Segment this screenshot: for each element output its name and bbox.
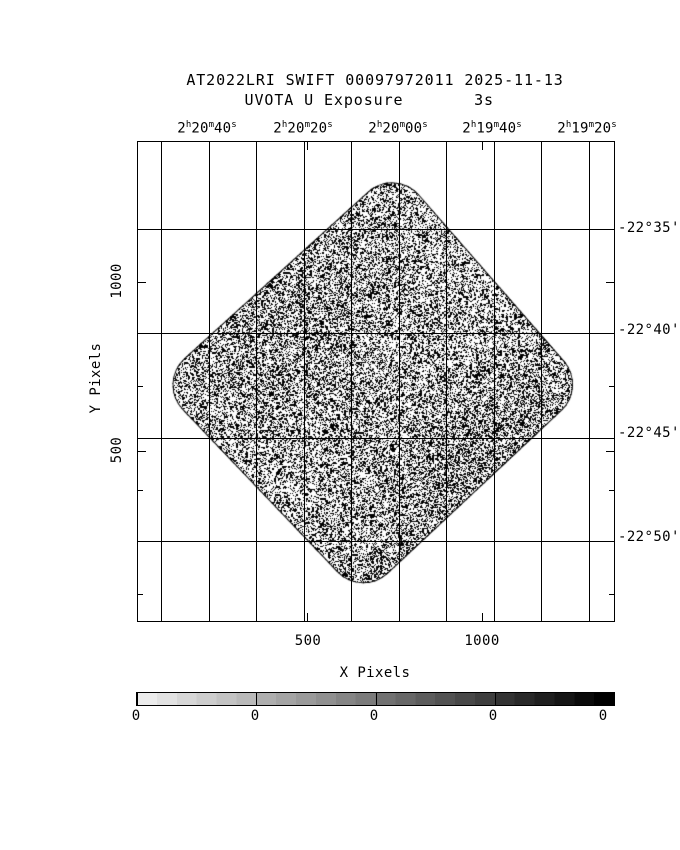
plot-title: AT2022LRI SWIFT 00097972011 2025-11-13 [186,71,564,89]
x-axis-tick-label: 500 [294,633,322,649]
plot-subtitle: UVOTA U Exposure [244,91,404,109]
top-axis-tick-label: 2h20m00s [368,120,428,137]
dec-tick-label: -22°45'0 [618,425,680,441]
top-axis-tick-label: 2h20m20s [273,120,333,137]
x-axis-tick-label: 1000 [464,633,500,649]
dec-tick-label: -22°35'0 [618,220,680,236]
colorbar-tick-label: 0 [598,708,608,724]
exposure-time-label: 3s [474,91,494,109]
y-axis-title: Y Pixels [88,342,104,414]
colorbar [136,692,615,706]
colorbar-tick-label: 0 [250,708,260,724]
top-axis-tick-label: 2h19m40s [462,120,522,137]
y-axis-tick-label: 500 [109,436,125,464]
dec-tick-label: -22°50'0 [618,529,680,545]
top-axis-tick-label: 2h20m40s [177,120,237,137]
colorbar-tick-label: 0 [369,708,379,724]
plot-frame [137,141,615,622]
coordinate-grid [138,142,614,621]
x-axis-title: X Pixels [339,665,411,681]
dec-tick-label: -22°40'0 [618,322,680,338]
y-axis-tick-label: 1000 [109,263,125,299]
top-axis-tick-label: 2h19m20s [557,120,617,137]
colorbar-tick-label: 0 [131,708,141,724]
colorbar-tick-label: 0 [488,708,498,724]
